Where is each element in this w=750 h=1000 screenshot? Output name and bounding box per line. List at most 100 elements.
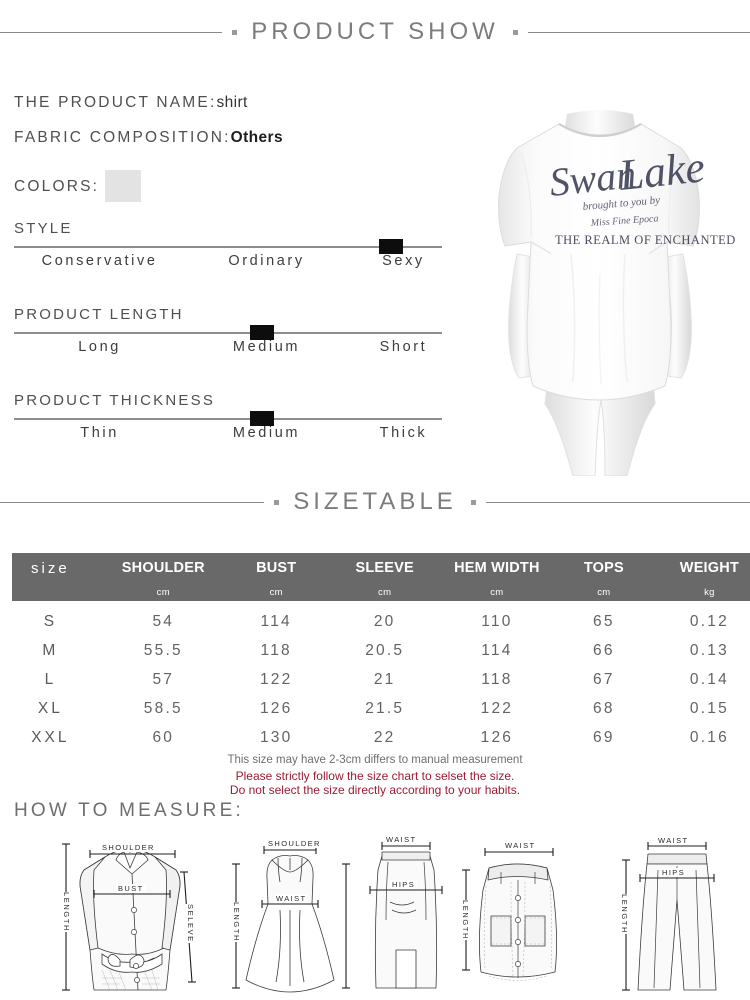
measure-label-waist: WAIST	[274, 894, 309, 903]
svg-text:THE REALM OF ENCHANTED: THE REALM OF ENCHANTED	[555, 233, 736, 247]
cell-size: S	[43, 613, 58, 630]
attribute-product-length-option-1[interactable]: Medium	[232, 339, 301, 355]
measure-label-length: LENGTH	[60, 892, 73, 933]
cell-sleeve: 20	[373, 613, 396, 630]
attribute-product-length-option-2[interactable]: Short	[379, 339, 428, 355]
spec-colors-label: COLORS:	[14, 178, 100, 195]
product-photo[interactable]: Swan Lake brought to you by Miss Fine Ep…	[455, 104, 745, 476]
cell-size: XXL	[31, 729, 70, 746]
column-header-weight-label: WEIGHT	[679, 560, 740, 576]
table-row: S 54 114 20 110 65 0.12	[12, 613, 750, 642]
divider-line-right	[527, 31, 750, 33]
spec-product-name-value: shirt	[216, 94, 248, 111]
divider-line-left	[0, 31, 223, 33]
measure-label-hips: HIPS	[390, 880, 418, 889]
section-title-product-show: PRODUCT SHOW	[251, 18, 499, 45]
measure-label-shoulder: SHOULDER	[100, 843, 157, 852]
size-table-header-row: size SHOULDER cm BUST cm SLEEVE cm HEM W…	[12, 553, 750, 601]
svg-text:Swan: Swan	[547, 151, 638, 205]
spec-product-name: THE PRODUCT NAME:shirt	[14, 94, 248, 112]
attribute-style-option-1[interactable]: Ordinary	[228, 253, 305, 269]
cell-weight: 0.14	[689, 671, 729, 688]
measure-diagram-row: SHOULDER BUST SELEVE LENGTH	[0, 830, 750, 1000]
attribute-style-marker[interactable]	[378, 239, 403, 254]
measure-diagram-shirt: SHOULDER BUST SELEVE LENGTH	[58, 830, 203, 1000]
cell-sleeve: 21	[373, 671, 396, 688]
spec-fabric-label: FABRIC COMPOSITION:	[14, 129, 231, 146]
cell-size: L	[44, 671, 57, 688]
measure-label-hips: HIPS	[660, 868, 688, 877]
attribute-product-length: PRODUCT LENGTH Long Medium Short	[14, 306, 442, 361]
cell-weight: 0.12	[689, 613, 729, 630]
spec-product-name-label: THE PRODUCT NAME:	[14, 94, 217, 111]
divider-line-right	[485, 501, 750, 503]
attribute-product-thickness-option-1[interactable]: Medium	[232, 425, 301, 441]
attribute-product-thickness-option-2[interactable]: Thick	[379, 425, 428, 441]
cell-hem-width: 110	[481, 613, 513, 630]
cell-tops: 68	[593, 700, 615, 717]
column-header-tops: TOPS cm	[584, 561, 624, 597]
attribute-product-length-title: PRODUCT LENGTH	[14, 306, 184, 323]
cell-sleeve: 22	[373, 729, 396, 746]
size-table: size SHOULDER cm BUST cm SLEEVE cm HEM W…	[12, 553, 750, 758]
table-row: XXL 60 130 22 126 69 0.16	[12, 729, 750, 758]
svg-text:Miss Fine Epoca: Miss Fine Epoca	[589, 213, 658, 229]
measure-diagram-mini-skirt: WAIST LENGTH	[455, 830, 580, 1000]
column-header-bust: BUST cm	[256, 561, 296, 597]
column-header-size: size	[31, 561, 70, 588]
measure-label-sleeve: SELEVE	[184, 904, 197, 943]
measure-label-length: LENGTH	[618, 894, 631, 935]
attribute-product-length-marker[interactable]	[250, 325, 275, 340]
measure-diagram-dress: SHOULDER WAIST LENGTH	[228, 830, 353, 1000]
attribute-product-thickness-track[interactable]	[14, 411, 442, 426]
cell-tops: 67	[593, 671, 615, 688]
measure-label-bust: BUST	[116, 884, 146, 893]
cell-tops: 65	[593, 613, 615, 630]
attribute-product-thickness-option-0[interactable]: Thin	[80, 425, 119, 441]
column-header-hem-width: HEM WIDTH cm	[454, 561, 540, 597]
column-header-hem-width-label: HEM WIDTH	[454, 560, 540, 576]
how-to-measure-title: HOW TO MEASURE:	[14, 800, 244, 821]
svg-text:Lake: Lake	[616, 142, 707, 200]
table-row: XL 58.5 126 21.5 122 68 0.15	[12, 700, 750, 729]
measure-label-length: LENGTH	[230, 902, 243, 943]
cell-hem-width: 126	[480, 729, 514, 746]
column-header-sleeve: SLEEVE cm	[355, 561, 413, 597]
cell-hem-width: 118	[481, 671, 513, 688]
column-header-tops-label: TOPS	[583, 560, 624, 576]
column-header-weight-unit: kg	[704, 586, 715, 598]
cell-sleeve: 20.5	[365, 642, 405, 659]
cell-hem-width: 122	[480, 700, 514, 717]
column-header-size-label: size	[31, 560, 70, 577]
measure-label-waist: WAIST	[503, 841, 538, 850]
cell-weight: 0.15	[689, 700, 729, 717]
section-header-size-table: SIZETABLE	[0, 488, 750, 516]
table-row: L 57 122 21 118 67 0.14	[12, 671, 750, 700]
attribute-style-option-2[interactable]: Sexy	[382, 253, 425, 269]
measure-label-waist: WAIST	[656, 836, 691, 845]
attribute-product-length-option-0[interactable]: Long	[78, 339, 121, 355]
attribute-style-option-0[interactable]: Conservative	[41, 253, 158, 269]
table-row: M 55.5 118 20.5 114 66 0.13	[12, 642, 750, 671]
cell-weight: 0.13	[689, 642, 729, 659]
square-dot-icon	[512, 29, 518, 35]
cell-tops: 66	[593, 642, 615, 659]
cell-shoulder: 57	[152, 671, 175, 688]
cell-bust: 114	[260, 613, 292, 630]
attribute-style-track[interactable]	[14, 239, 442, 254]
column-header-sleeve-unit: cm	[378, 586, 392, 598]
spec-fabric-value: Others	[230, 129, 283, 146]
measure-label-length: LENGTH	[459, 900, 472, 941]
attribute-product-length-labels: Long Medium Short	[14, 339, 442, 361]
section-title-size-table: SIZETABLE	[293, 488, 457, 515]
measure-diagram-pants: WAIST HIPS LENGTH	[618, 830, 738, 1000]
square-dot-icon	[470, 499, 476, 505]
color-swatch-white[interactable]	[105, 170, 141, 202]
size-note-habits: Do not select the size directly accordin…	[229, 783, 521, 797]
column-header-bust-unit: cm	[269, 586, 283, 598]
attribute-product-thickness-marker[interactable]	[250, 411, 275, 426]
cell-weight: 0.16	[689, 729, 729, 746]
attribute-product-length-track[interactable]	[14, 325, 442, 340]
cell-bust: 130	[259, 729, 293, 746]
square-dot-icon	[232, 29, 238, 35]
